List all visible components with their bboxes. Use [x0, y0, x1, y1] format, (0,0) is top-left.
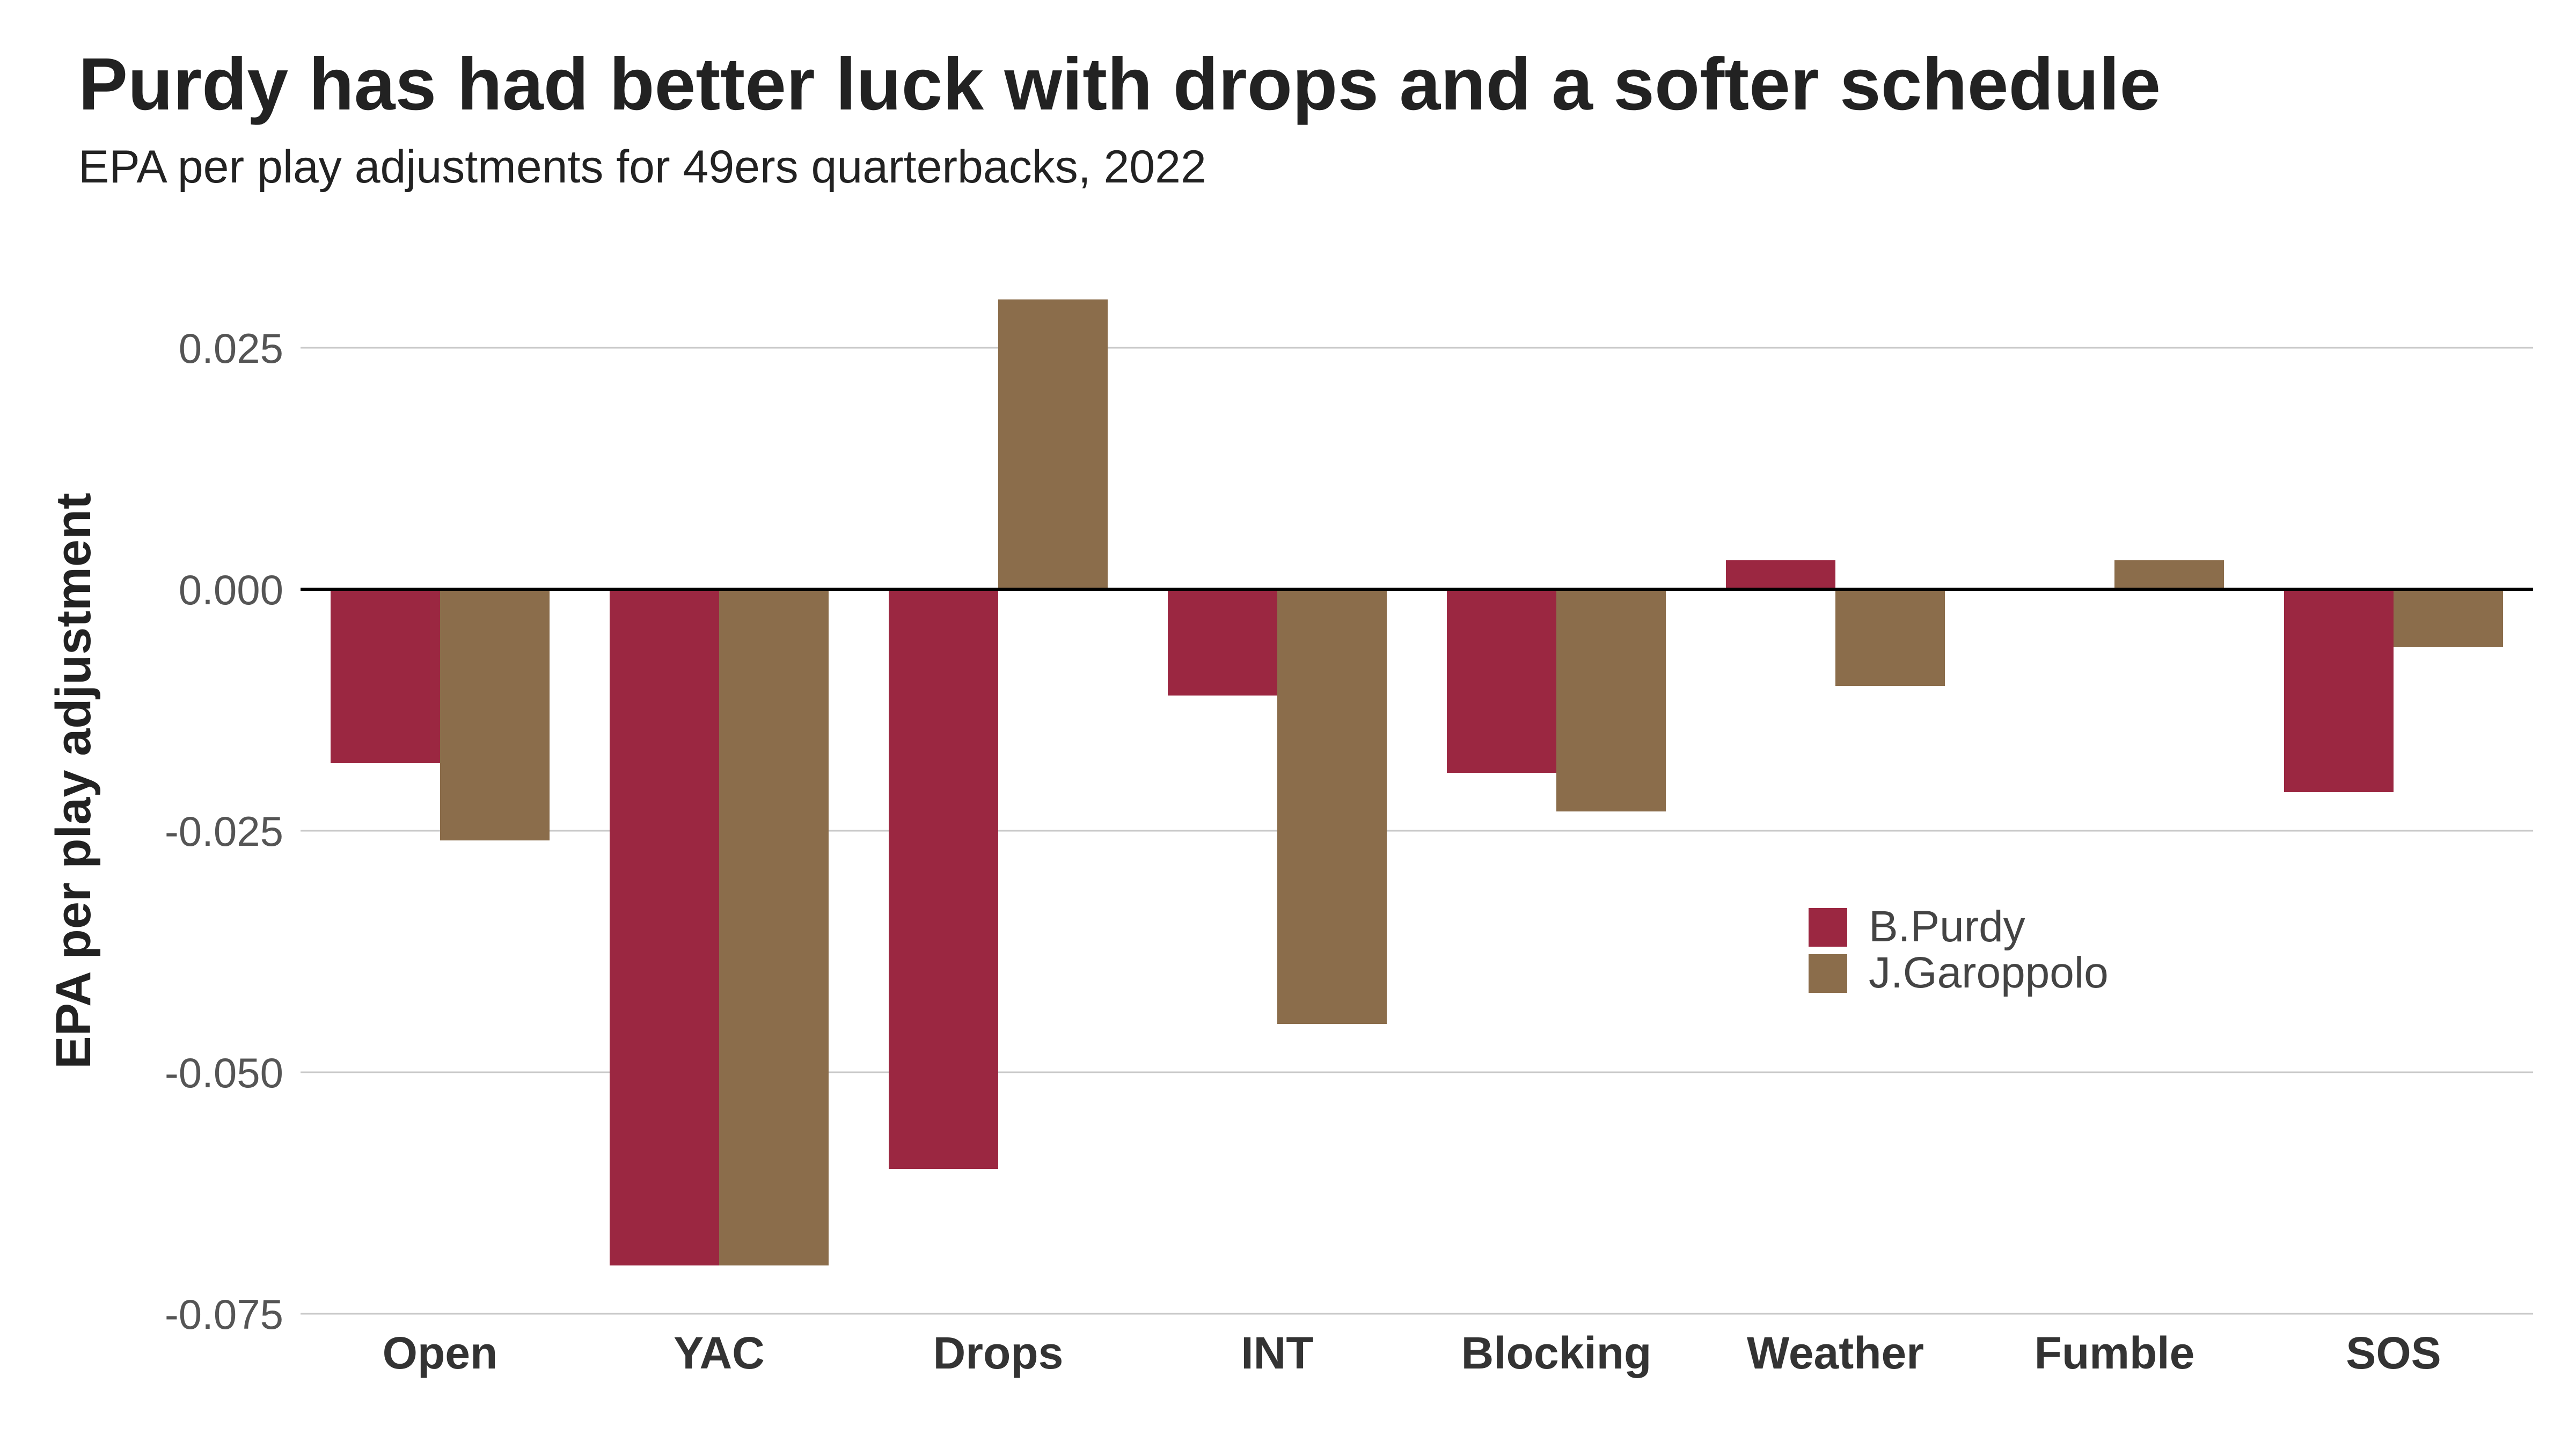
y-tick-label: 0.025	[179, 325, 283, 372]
y-axis-label: EPA per play adjustment	[46, 493, 101, 1069]
bar-jgaroppolo-sos	[2394, 589, 2503, 647]
x-tick-label: INT	[1241, 1328, 1313, 1378]
bar-bpurdy-weather	[1726, 560, 1835, 589]
bars	[331, 299, 2503, 1265]
legend-label: J.Garoppolo	[1869, 948, 2109, 997]
chart-title: Purdy has had better luck with drops and…	[78, 43, 2161, 126]
bar-bpurdy-sos	[2284, 589, 2394, 792]
bar-bpurdy-int	[1168, 589, 1277, 696]
bar-bpurdy-drops	[889, 589, 998, 1169]
bar-bpurdy-yac	[610, 589, 719, 1265]
x-tick-label: Drops	[933, 1328, 1064, 1378]
bar-jgaroppolo-yac	[719, 589, 829, 1265]
bar-bpurdy-open	[331, 589, 440, 763]
y-tick-label: -0.025	[165, 808, 283, 855]
y-tick-label: -0.075	[165, 1291, 283, 1338]
bar-jgaroppolo-drops	[998, 299, 1108, 589]
x-tick-label: YAC	[674, 1328, 765, 1378]
bar-jgaroppolo-int	[1277, 589, 1387, 1024]
bar-bpurdy-blocking	[1447, 589, 1556, 773]
bar-jgaroppolo-fumble	[2114, 560, 2224, 589]
bar-jgaroppolo-weather	[1835, 589, 1945, 686]
chart-subtitle: EPA per play adjustments for 49ers quart…	[78, 141, 1206, 193]
bar-jgaroppolo-blocking	[1556, 589, 1666, 811]
x-tick-label: Fumble	[2035, 1328, 2195, 1378]
legend-label: B.Purdy	[1869, 902, 2025, 951]
x-tick-label: Open	[383, 1328, 498, 1378]
x-axis-categories: Open YAC Drops INT Blocking Weather Fumble SOS	[383, 1328, 2441, 1378]
y-tick-label: 0.000	[179, 566, 283, 613]
y-tick-label: -0.050	[165, 1049, 283, 1096]
bar-jgaroppolo-open	[440, 589, 550, 840]
y-axis-ticks: -0.075 -0.050 -0.025 0.000 0.025	[165, 325, 283, 1338]
x-tick-label: SOS	[2346, 1328, 2441, 1378]
legend-swatch	[1809, 908, 1847, 947]
x-tick-label: Weather	[1747, 1328, 1924, 1378]
legend-swatch	[1809, 954, 1847, 993]
x-tick-label: Blocking	[1461, 1328, 1652, 1378]
